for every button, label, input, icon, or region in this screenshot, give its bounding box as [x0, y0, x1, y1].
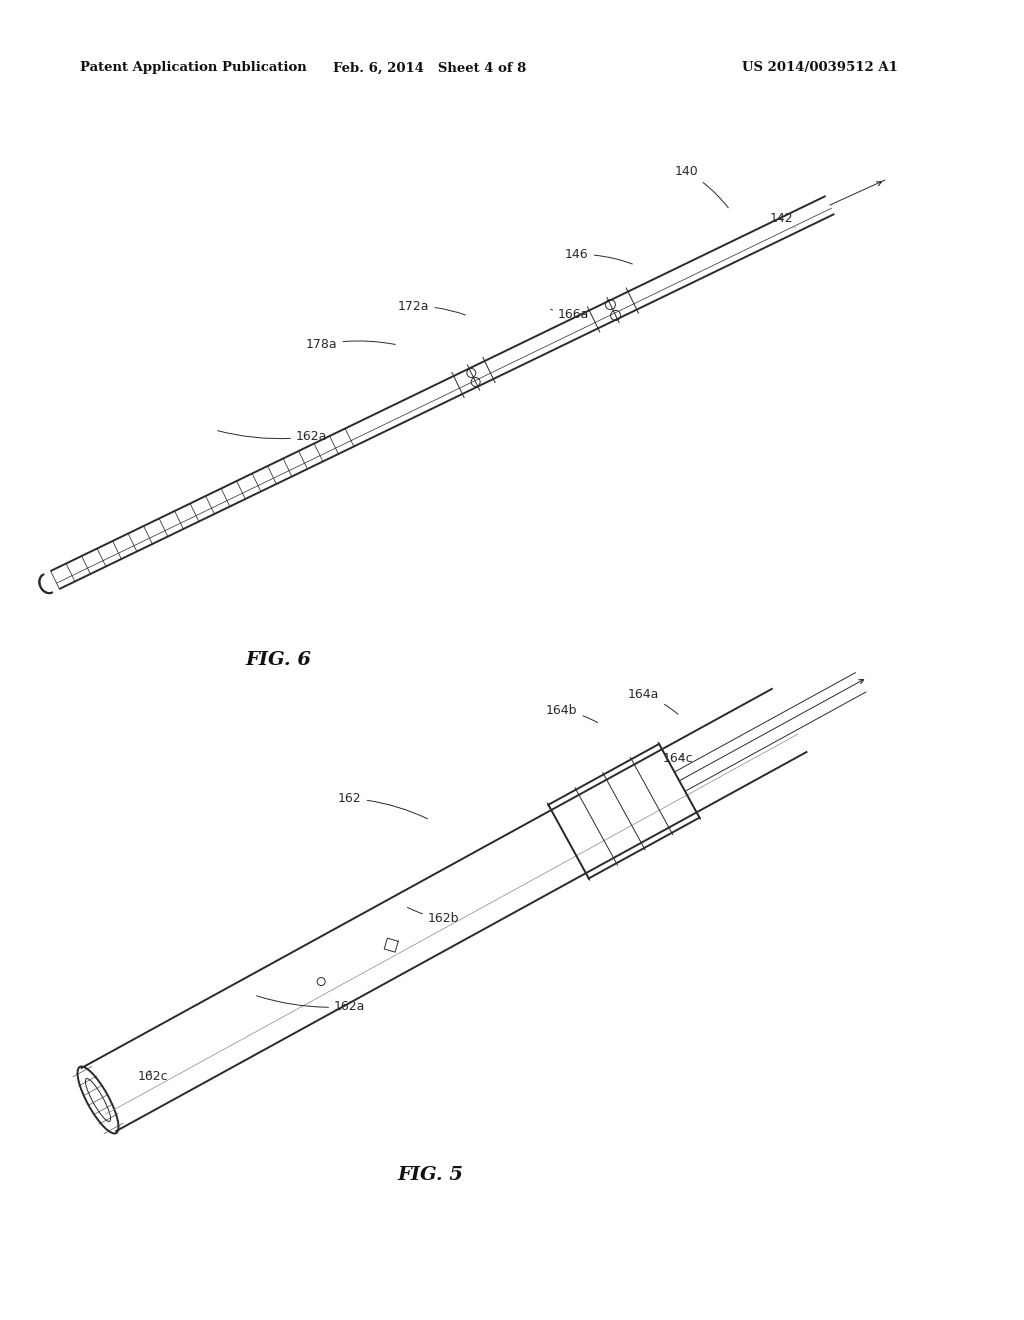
Text: 164b: 164b — [546, 704, 598, 722]
Text: 140: 140 — [675, 165, 728, 207]
Text: US 2014/0039512 A1: US 2014/0039512 A1 — [742, 62, 898, 74]
Text: 164c: 164c — [663, 752, 693, 766]
Text: 166a: 166a — [551, 308, 590, 321]
Text: 162a: 162a — [218, 430, 328, 444]
Text: 178a: 178a — [306, 338, 395, 351]
Text: 162: 162 — [338, 792, 427, 818]
Text: 162b: 162b — [408, 907, 460, 925]
Text: FIG. 5: FIG. 5 — [397, 1166, 463, 1184]
Text: 164a: 164a — [628, 688, 678, 714]
Text: Patent Application Publication: Patent Application Publication — [80, 62, 307, 74]
Text: FIG. 6: FIG. 6 — [245, 651, 311, 669]
Text: 142: 142 — [770, 213, 795, 228]
Text: 162c: 162c — [138, 1071, 169, 1082]
Text: 146: 146 — [565, 248, 633, 264]
Text: 172a: 172a — [398, 300, 465, 315]
Text: 162a: 162a — [257, 995, 366, 1012]
Text: Feb. 6, 2014   Sheet 4 of 8: Feb. 6, 2014 Sheet 4 of 8 — [334, 62, 526, 74]
